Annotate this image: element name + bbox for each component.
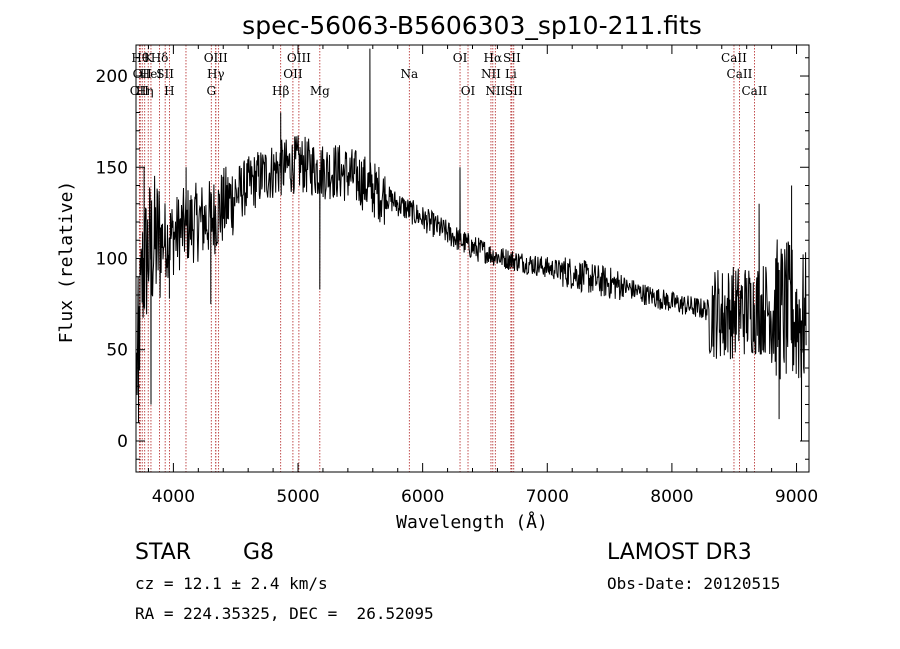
x-tick-label: 6000 (401, 487, 444, 507)
line-marker-label: Hη (136, 84, 154, 98)
line-marker-label: H (164, 84, 174, 98)
x-tick-label: 8000 (650, 487, 693, 507)
line-marker-label: Hα (484, 51, 503, 65)
line-marker-label: Hδ (151, 51, 169, 65)
line-marker-label: SII (505, 84, 523, 98)
line-marker-label: CaII (727, 67, 753, 81)
line-marker-label: Hγ (207, 67, 225, 81)
object-class: STAR (135, 540, 192, 565)
line-marker-label: Mg (310, 84, 330, 98)
line-marker-label: CaII (741, 84, 767, 98)
plot-frame (135, 44, 810, 473)
x-axis-ticks: 4000 5000 6000 7000 8000 9000 (147, 45, 818, 507)
line-marker-label: HeI (140, 67, 163, 81)
line-marker-label: OII (130, 84, 150, 98)
y-tick-label: 0 (117, 432, 128, 452)
line-marker-label: NII (481, 67, 501, 81)
y-axis-label: Flux (relative) (56, 181, 77, 344)
line-marker-label: G (206, 84, 216, 98)
survey-name: LAMOST DR3 (607, 540, 752, 565)
line-marker-label: OIII (287, 51, 311, 65)
line-marker-label: SII (156, 67, 174, 81)
line-markers (138, 45, 755, 472)
coordinates: RA = 224.35325, DEC = 26.52095 (135, 604, 434, 623)
y-tick-label: 50 (106, 341, 128, 361)
redshift-velocity: cz = 12.1 ± 2.4 km/s (135, 574, 328, 593)
line-marker-label: OI (461, 84, 476, 98)
line-marker-label: Na (400, 67, 418, 81)
x-tick-label: 4000 (152, 487, 195, 507)
line-marker-label: OIII (204, 51, 228, 65)
y-tick-label: 100 (96, 250, 128, 270)
line-marker-label: K (144, 51, 154, 65)
observation-date: Obs-Date: 20120515 (607, 574, 781, 593)
x-tick-label: 9000 (775, 487, 818, 507)
x-tick-label: 5000 (276, 487, 319, 507)
chart-title: spec-56063-B5606303_sp10-211.fits (242, 11, 702, 40)
spectrum-line (136, 48, 807, 442)
line-marker-label: OII (283, 67, 303, 81)
y-axis-ticks: 0 50 100 150 200 (96, 57, 809, 460)
y-tick-label: 150 (96, 158, 128, 178)
line-marker-label: CaII (721, 51, 747, 65)
y-tick-label: 200 (96, 67, 128, 87)
line-marker-label: Li (505, 67, 517, 81)
x-axis-label: Wavelength (Å) (396, 511, 548, 533)
line-marker-label: OI (453, 51, 468, 65)
x-tick-label: 7000 (526, 487, 569, 507)
line-marker-label: Hβ (272, 84, 289, 98)
object-subclass: G8 (243, 540, 275, 565)
line-marker-label: OII (133, 67, 153, 81)
line-marker-label: SII (503, 51, 521, 65)
line-marker-label: NII (485, 84, 505, 98)
